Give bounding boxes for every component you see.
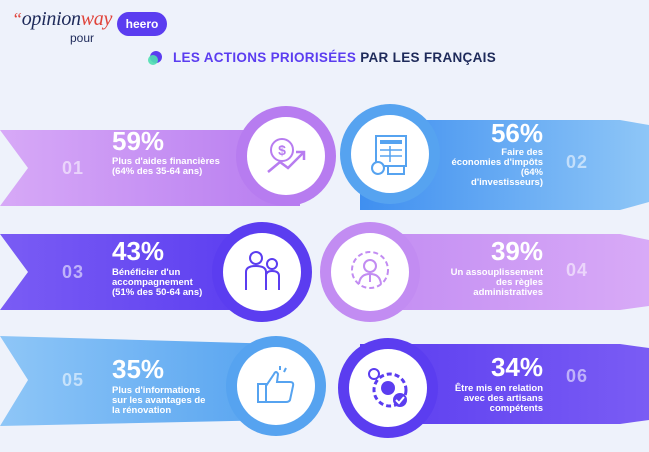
row2-bands <box>0 234 649 310</box>
item-number-01: 01 <box>62 158 85 178</box>
tax-form-icon <box>371 135 407 175</box>
item-percent-03: 43% <box>112 236 165 266</box>
item-percent-06: 34% <box>490 352 543 382</box>
heero-logo: heero <box>117 12 167 36</box>
item-number-04: 04 <box>566 260 589 280</box>
icon-circle-03 <box>212 222 312 322</box>
item-percent-02: 56% <box>490 118 543 148</box>
icon-circle-04 <box>320 222 420 322</box>
icon-circle-05 <box>226 336 326 436</box>
pour-text: pour <box>70 31 95 45</box>
item-number-06: 06 <box>566 366 589 386</box>
item-percent-01: 59% <box>112 126 165 156</box>
icon-circle-06 <box>338 338 438 438</box>
item-desc-01: Plus d'aides financières (64% des 35-64 a… <box>112 156 220 177</box>
thumbs-up-icon <box>257 366 295 403</box>
item-number-03: 03 <box>62 262 85 282</box>
item-desc-03: Bénéficier d'un accompagnement (51% des 50… <box>112 267 203 298</box>
item-number-05: 05 <box>62 370 85 390</box>
item-desc-04: Un assouplissement des règles administrati… <box>450 267 543 298</box>
item-desc-05: Plus d'informations sur les avantages de l… <box>112 385 206 416</box>
item-percent-04: 39% <box>490 236 543 266</box>
item-desc-02: Faire des économies d'impôts (64% d'investi… <box>451 147 543 188</box>
people-icon <box>245 251 280 290</box>
item-percent-05: 35% <box>112 354 165 384</box>
opinionway-logo: “opinionway <box>12 8 113 30</box>
icon-circle-01: $ <box>236 106 336 206</box>
gear-check-icon <box>368 368 408 408</box>
page-title: LES ACTIONS PRIORISÉES PAR LES FRANÇAIS <box>173 50 496 65</box>
item-number-02: 02 <box>566 152 589 172</box>
svg-text:$: $ <box>278 142 286 158</box>
item-desc-06: Être mis en relation avec des artisans com… <box>454 383 543 414</box>
dollar-growth-icon: $ <box>267 138 306 173</box>
gear-person-icon <box>351 251 389 289</box>
icon-circle-02 <box>340 104 440 204</box>
title-dots-icon <box>148 51 162 65</box>
